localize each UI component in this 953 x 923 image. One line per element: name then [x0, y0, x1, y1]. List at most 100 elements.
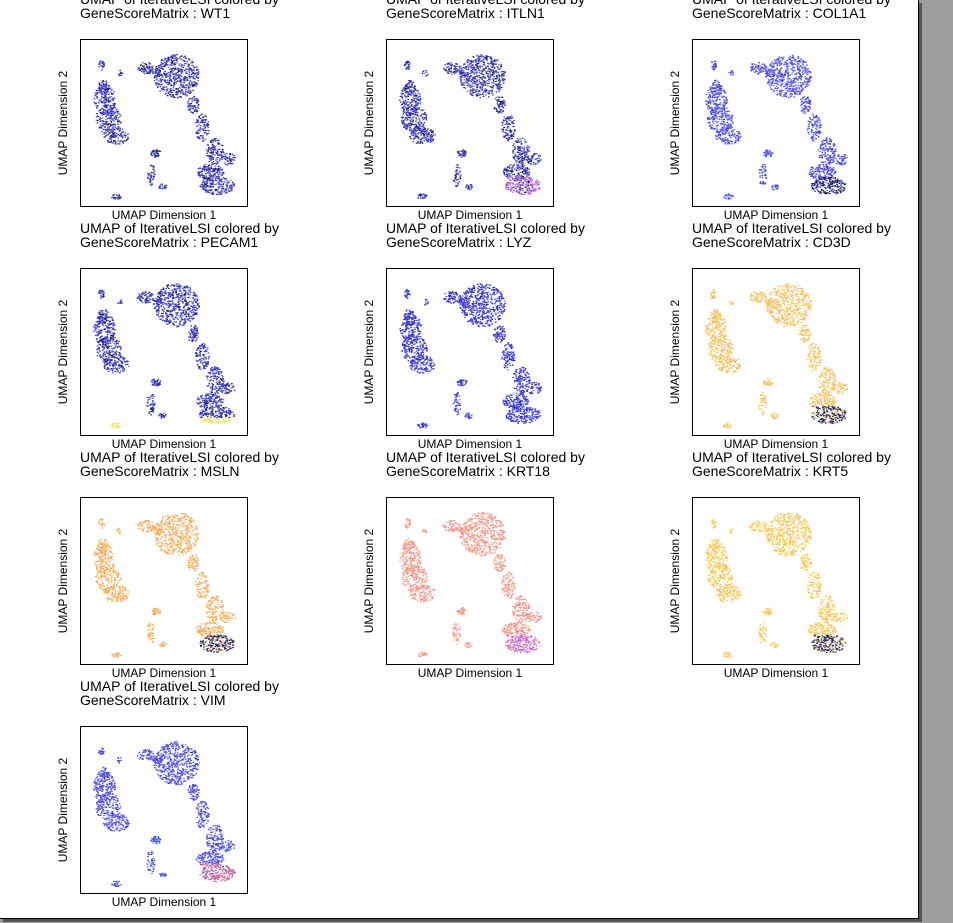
- scatter-point: [526, 191, 529, 193]
- scatter-point: [775, 87, 777, 89]
- scatter-point: [197, 80, 200, 82]
- scatter-point: [214, 178, 217, 180]
- scatter-point: [516, 148, 519, 150]
- scatter-point: [776, 67, 778, 70]
- scatter-point: [180, 90, 183, 92]
- scatter-point: [530, 193, 533, 195]
- scatter-point: [472, 85, 475, 87]
- scatter-point: [507, 186, 510, 189]
- scatter-point: [410, 127, 412, 129]
- scatter-point: [414, 114, 416, 116]
- scatter-point: [514, 179, 517, 181]
- scatter-point: [415, 108, 417, 110]
- scatter-point: [203, 177, 206, 179]
- scatter-point: [525, 191, 528, 193]
- scatter-point: [207, 167, 210, 169]
- scatter-point: [793, 96, 796, 98]
- scatter-point: [219, 179, 221, 182]
- scatter-point: [223, 156, 226, 158]
- scatter-point: [425, 113, 427, 115]
- scatter-point: [772, 78, 774, 80]
- scatter-point: [784, 95, 787, 97]
- scatter-point: [427, 141, 430, 143]
- scatter-point: [154, 155, 156, 157]
- scatter-point: [219, 181, 222, 183]
- scatter-point: [528, 147, 531, 149]
- scatter-point: [172, 60, 174, 62]
- scatter-point: [709, 100, 712, 102]
- scatter-point: [194, 104, 196, 107]
- scatter-point: [779, 75, 782, 78]
- scatter-point: [207, 191, 210, 193]
- scatter-point: [210, 151, 213, 154]
- scatter-point: [516, 175, 519, 177]
- scatter-point: [795, 72, 798, 74]
- plot-area: [80, 39, 248, 207]
- scatter-point: [196, 72, 199, 74]
- scatter-point: [188, 98, 190, 101]
- scatter-point: [800, 89, 803, 91]
- scatter-point: [98, 83, 101, 85]
- scatter-point: [423, 128, 425, 130]
- scatter-point: [111, 110, 114, 113]
- scatter-point: [186, 76, 188, 79]
- scatter-point: [156, 86, 159, 88]
- scatter-point: [429, 141, 432, 143]
- cluster-circle-top: [765, 54, 812, 99]
- scatter-point: [197, 167, 199, 170]
- scatter-point: [443, 69, 446, 71]
- scatter-point: [180, 79, 182, 82]
- scatter-point: [468, 77, 471, 79]
- scatter-point: [224, 188, 227, 190]
- scatter-point: [493, 107, 496, 109]
- scatter-point: [166, 57, 168, 59]
- scatter-point: [190, 91, 192, 93]
- scatter-point: [209, 178, 212, 180]
- scatter-point: [449, 63, 451, 66]
- scatter-point: [518, 153, 520, 155]
- scatter-point: [517, 155, 519, 157]
- scatter-point: [423, 113, 425, 115]
- scatter-point: [161, 88, 163, 90]
- scatter-point: [471, 90, 474, 93]
- scatter-point: [469, 61, 471, 63]
- scatter-point: [172, 72, 175, 75]
- scatter-point: [222, 148, 224, 151]
- scatter-point: [401, 93, 403, 96]
- scatter-point: [403, 108, 405, 111]
- scatter-point: [159, 150, 162, 152]
- scatter-point: [527, 146, 530, 148]
- scatter-point: [184, 55, 187, 57]
- scatter-point: [516, 179, 519, 181]
- scatter-point: [430, 130, 433, 132]
- scatter-point: [761, 63, 764, 65]
- scatter-point: [203, 189, 205, 191]
- scatter-point: [525, 153, 528, 155]
- scatter-point: [514, 183, 517, 186]
- scatter-point: [406, 116, 408, 118]
- scatter-point: [101, 122, 104, 124]
- chart-title-line1: UMAP of IterativeLSI colored by: [386, 0, 614, 6]
- scatter-point: [523, 191, 526, 193]
- scatter-point: [479, 54, 482, 56]
- scatter-point: [726, 110, 729, 113]
- scatter-point: [460, 76, 463, 79]
- scatter-point: [455, 175, 457, 178]
- scatter-point: [517, 191, 519, 193]
- scatter-point: [102, 125, 104, 127]
- scatter-point: [764, 65, 767, 67]
- scatter-point: [414, 108, 416, 110]
- scatter-point: [767, 82, 770, 84]
- scatter-point: [175, 58, 178, 61]
- scatter-point: [429, 129, 432, 132]
- scatter-point: [191, 69, 194, 71]
- scatter-point: [167, 83, 170, 85]
- scatter-point: [152, 72, 154, 74]
- scatter-point: [417, 108, 420, 110]
- scatter-point: [405, 97, 407, 99]
- scatter-point: [807, 84, 810, 86]
- scatter-point: [403, 64, 406, 67]
- scatter-point: [107, 88, 110, 90]
- scatter-point: [406, 60, 408, 63]
- scatter-point: [797, 69, 799, 71]
